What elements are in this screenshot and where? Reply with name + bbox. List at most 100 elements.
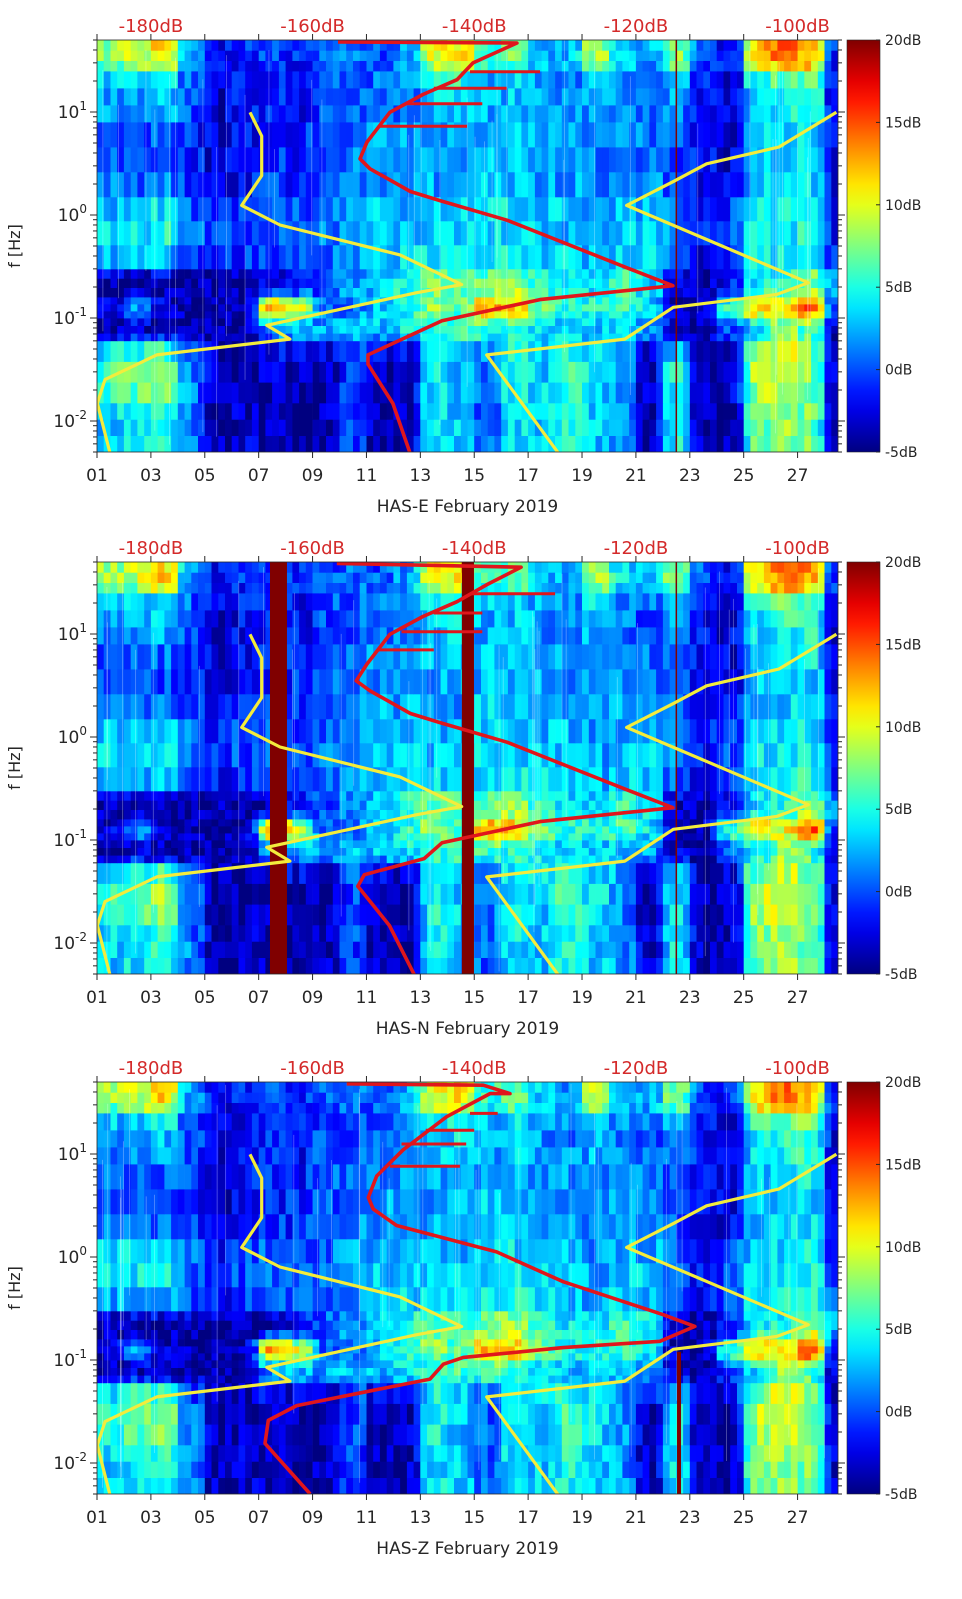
heatmap-cell xyxy=(440,790,448,801)
heatmap-cell xyxy=(676,71,684,89)
heatmap-cell xyxy=(474,268,482,279)
heatmap-cell xyxy=(130,862,138,884)
heatmap-cell xyxy=(299,382,307,404)
heatmap-cell xyxy=(501,361,509,383)
heatmap-cell xyxy=(366,325,374,334)
heatmap-cell xyxy=(103,840,111,848)
heatmap-cell xyxy=(393,809,401,820)
heatmap-cell xyxy=(238,883,246,905)
heatmap-cell xyxy=(669,287,677,298)
heatmap-cell xyxy=(339,244,347,270)
heatmap-cell xyxy=(656,60,664,72)
heatmap-cell xyxy=(790,766,798,792)
heatmap-cell xyxy=(406,60,414,72)
heatmap-cell xyxy=(447,809,455,820)
heatmap-cell xyxy=(447,361,455,383)
heatmap-cell xyxy=(662,297,670,305)
heatmap-cell xyxy=(218,40,226,51)
heatmap-cell xyxy=(319,382,327,404)
heatmap-cell xyxy=(420,847,428,856)
heatmap-cell xyxy=(406,105,414,123)
heatmap-cell xyxy=(582,809,590,820)
heatmap-cell xyxy=(689,957,697,974)
heatmap-cell xyxy=(811,957,819,974)
heatmap-cell xyxy=(649,904,657,926)
heatmap-cell xyxy=(97,244,105,270)
heatmap-cell xyxy=(656,800,664,810)
heatmap-cell xyxy=(285,862,293,884)
heatmap-cell xyxy=(460,50,468,61)
heatmap-cell xyxy=(602,435,610,452)
heatmap-cell xyxy=(629,287,637,298)
heatmap-cell xyxy=(757,244,765,270)
heatmap-cell xyxy=(393,60,401,72)
heatmap-cell xyxy=(413,402,421,420)
heatmap-cell xyxy=(346,287,354,298)
heatmap-cell xyxy=(373,840,381,848)
heatmap-cell xyxy=(716,60,724,72)
heatmap-cell xyxy=(757,196,765,222)
heatmap-cell xyxy=(427,833,435,841)
heatmap-cell xyxy=(642,122,650,148)
heatmap-cell xyxy=(656,318,664,326)
heatmap-cell xyxy=(669,924,677,942)
heatmap-cell xyxy=(743,809,751,820)
heatmap-cell xyxy=(487,268,495,279)
heatmap-cell xyxy=(420,382,428,404)
heatmap-cell xyxy=(494,50,502,61)
heatmap-cell xyxy=(676,297,684,305)
heatmap-cell xyxy=(454,883,462,905)
heatmap-cell xyxy=(164,340,172,362)
heatmap-cell xyxy=(683,833,691,841)
heatmap-cell xyxy=(326,40,334,51)
heatmap-cell xyxy=(326,71,334,89)
heatmap-cell xyxy=(251,297,259,305)
heatmap-cell xyxy=(177,287,185,298)
heatmap-cell xyxy=(272,304,280,312)
heatmap-cell xyxy=(413,826,421,834)
heatmap-cell xyxy=(386,382,394,404)
heatmap-cell xyxy=(400,60,408,72)
heatmap-cell xyxy=(251,862,259,884)
heatmap-cell xyxy=(204,268,212,279)
heatmap-cell xyxy=(265,196,273,222)
heatmap-cell xyxy=(669,840,677,848)
heatmap-cell xyxy=(831,800,838,810)
heatmap-cell xyxy=(757,318,765,326)
heatmap-cell xyxy=(730,287,738,298)
heatmap-cell xyxy=(433,766,441,792)
heatmap-cell xyxy=(635,435,643,452)
heatmap-cell xyxy=(763,847,771,856)
heatmap-cell xyxy=(339,220,347,246)
heatmap-cell xyxy=(117,311,125,319)
heatmap-cell xyxy=(413,50,421,61)
heatmap-cell xyxy=(568,862,576,884)
heatmap-cell xyxy=(373,382,381,404)
heatmap-cell xyxy=(770,304,778,312)
heatmap-cell xyxy=(157,88,165,106)
heatmap-cell xyxy=(245,146,253,173)
heatmap-cell xyxy=(548,304,556,312)
heatmap-cell xyxy=(662,435,670,452)
heatmap-cell xyxy=(110,71,118,89)
heatmap-cell xyxy=(433,88,441,106)
heatmap-cell xyxy=(285,122,293,148)
heatmap-cell xyxy=(171,304,179,312)
heatmap-cell xyxy=(743,361,751,383)
heatmap-cell xyxy=(238,60,246,72)
heatmap-cell xyxy=(642,325,650,334)
heatmap-cell xyxy=(406,318,414,326)
heatmap-cell xyxy=(312,862,320,884)
heatmap-cell xyxy=(743,382,751,404)
heatmap-cell xyxy=(460,268,468,279)
heatmap-cell xyxy=(312,287,320,298)
heatmap-cell xyxy=(319,122,327,148)
heatmap-cell xyxy=(218,957,226,974)
heatmap-cell xyxy=(379,287,387,298)
heatmap-cell xyxy=(743,297,751,305)
heatmap-cell xyxy=(743,311,751,319)
heatmap-cell xyxy=(696,833,704,841)
heatmap-cell xyxy=(507,105,515,123)
heatmap-cell xyxy=(602,146,610,173)
heatmap-cell xyxy=(481,196,489,222)
